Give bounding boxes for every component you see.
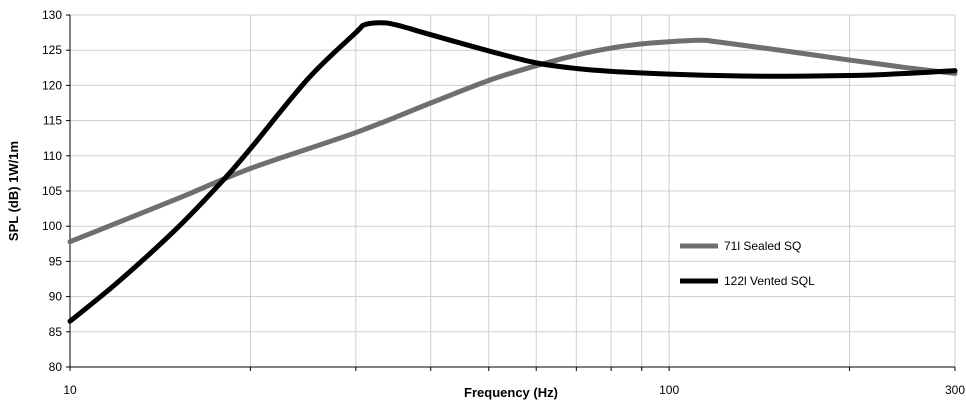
y-tick-label: 110 <box>43 149 62 163</box>
grid-lines <box>69 14 956 368</box>
series-line-1 <box>67 37 958 245</box>
x-tick-label: 100 <box>659 383 679 397</box>
y-axis-title: SPL (dB) 1W/1m <box>6 141 21 241</box>
legend-label-1: 71l Sealed SQ <box>724 239 801 253</box>
x-tick-label: 10 <box>63 383 77 397</box>
y-tick-label: 125 <box>42 43 62 57</box>
y-tick-label: 120 <box>42 78 62 92</box>
y-tick-label: 105 <box>42 184 62 198</box>
y-tick-label: 130 <box>42 8 62 22</box>
y-tick-label: 100 <box>42 219 62 233</box>
x-tick-label: 300 <box>945 383 965 397</box>
x-axis-title: Frequency (Hz) <box>464 385 558 400</box>
legend-label-2: 122l Vented SQL <box>724 274 815 288</box>
y-tick-label: 95 <box>49 254 63 268</box>
series-lines <box>67 20 958 324</box>
legend: 71l Sealed SQ 122l Vented SQL <box>680 239 815 288</box>
y-tick-label: 80 <box>49 360 63 374</box>
axis-labels: 80 85 90 95 100 105 110 115 120 125 130 10 100 300 <box>42 8 965 397</box>
y-tick-label: 85 <box>49 325 63 339</box>
y-tick-label: 115 <box>43 114 62 128</box>
y-tick-label: 90 <box>49 290 63 304</box>
series-line-2 <box>67 20 958 324</box>
